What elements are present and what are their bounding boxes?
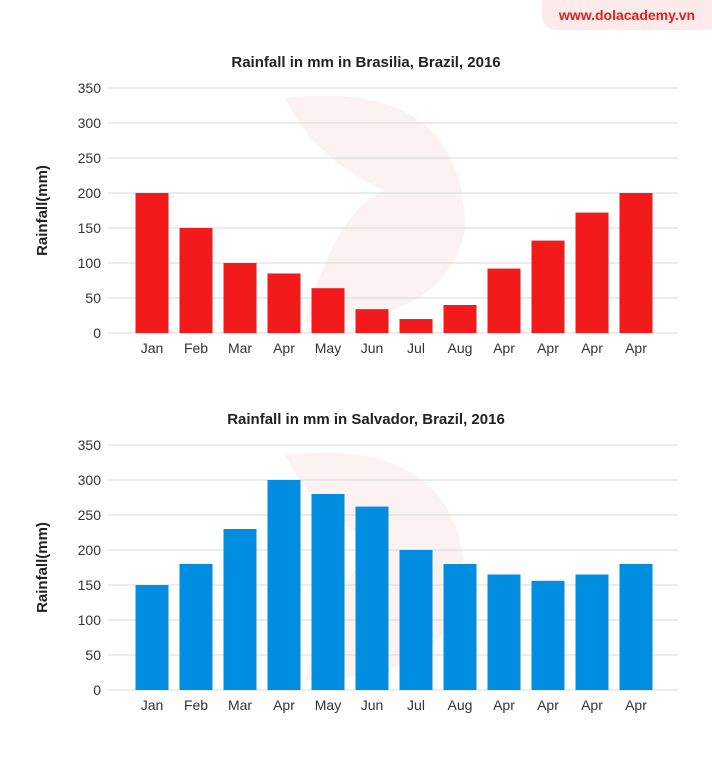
x-tick-label: Feb bbox=[184, 697, 208, 713]
bar-jun bbox=[355, 506, 389, 690]
bar-feb bbox=[179, 228, 213, 333]
y-tick-label: 200 bbox=[78, 542, 102, 558]
bar-apr bbox=[619, 564, 653, 690]
y-tick-label: 0 bbox=[93, 682, 101, 698]
bar-feb bbox=[179, 564, 213, 690]
chart-1: Rainfall in mm in Brasilia, Brazil, 2016… bbox=[34, 54, 678, 356]
x-tick-label: Mar bbox=[228, 340, 252, 356]
x-tick-label: May bbox=[315, 340, 341, 356]
x-tick-label: Apr bbox=[493, 340, 515, 356]
bar-aug bbox=[443, 564, 477, 690]
x-tick-label: Mar bbox=[228, 697, 252, 713]
x-tick-label: Apr bbox=[273, 697, 295, 713]
y-tick-label: 200 bbox=[78, 185, 102, 201]
x-tick-label: Aug bbox=[448, 340, 473, 356]
y-tick-label: 350 bbox=[78, 80, 102, 96]
watermark-logo bbox=[285, 95, 465, 324]
x-tick-label: Aug bbox=[448, 697, 473, 713]
x-tick-label: Apr bbox=[581, 340, 603, 356]
x-tick-label: Jun bbox=[361, 340, 384, 356]
x-tick-label: Feb bbox=[184, 340, 208, 356]
bar-may bbox=[311, 288, 345, 333]
y-tick-label: 300 bbox=[78, 472, 102, 488]
y-axis-label: Rainfall(mm) bbox=[34, 165, 51, 256]
x-tick-label: Apr bbox=[493, 697, 515, 713]
y-tick-label: 150 bbox=[78, 577, 102, 593]
x-tick-label: Jan bbox=[141, 697, 164, 713]
bar-apr bbox=[575, 574, 609, 690]
chart-title: Rainfall in mm in Brasilia, Brazil, 2016 bbox=[231, 54, 500, 71]
bar-apr bbox=[267, 273, 301, 333]
bar-apr bbox=[531, 240, 565, 333]
chart-title: Rainfall in mm in Salvador, Brazil, 2016 bbox=[227, 411, 505, 428]
y-tick-label: 250 bbox=[78, 507, 102, 523]
chart-2: Rainfall in mm in Salvador, Brazil, 2016… bbox=[34, 411, 678, 713]
bar-may bbox=[311, 494, 345, 690]
y-tick-label: 300 bbox=[78, 115, 102, 131]
y-tick-label: 100 bbox=[78, 255, 102, 271]
x-tick-label: Jul bbox=[407, 340, 425, 356]
y-tick-label: 50 bbox=[85, 290, 101, 306]
x-tick-label: Apr bbox=[537, 340, 559, 356]
bar-apr bbox=[575, 212, 609, 333]
x-tick-label: Jan bbox=[141, 340, 164, 356]
y-axis-label: Rainfall(mm) bbox=[34, 522, 51, 613]
bar-jan bbox=[135, 585, 169, 690]
bar-apr bbox=[531, 580, 565, 690]
bar-jul bbox=[399, 550, 433, 690]
x-tick-label: Jul bbox=[407, 697, 425, 713]
bar-jul bbox=[399, 319, 433, 333]
x-tick-label: Apr bbox=[273, 340, 295, 356]
bar-apr bbox=[487, 268, 521, 333]
y-tick-label: 100 bbox=[78, 612, 102, 628]
y-tick-label: 150 bbox=[78, 220, 102, 236]
bar-aug bbox=[443, 305, 477, 333]
bar-jan bbox=[135, 193, 169, 333]
x-tick-label: Apr bbox=[625, 697, 647, 713]
bar-mar bbox=[223, 263, 257, 333]
y-tick-label: 0 bbox=[93, 325, 101, 341]
y-tick-label: 250 bbox=[78, 150, 102, 166]
bar-apr bbox=[619, 193, 653, 333]
x-tick-label: Jun bbox=[361, 697, 384, 713]
x-tick-label: Apr bbox=[625, 340, 647, 356]
bar-apr bbox=[487, 574, 521, 690]
bar-jun bbox=[355, 309, 389, 333]
x-tick-label: Apr bbox=[537, 697, 559, 713]
bar-apr bbox=[267, 480, 301, 690]
x-tick-label: Apr bbox=[581, 697, 603, 713]
y-tick-label: 350 bbox=[78, 437, 102, 453]
bar-mar bbox=[223, 529, 257, 690]
y-tick-label: 50 bbox=[85, 647, 101, 663]
watermark-badge: www.dolacademy.vn bbox=[542, 0, 712, 30]
x-tick-label: May bbox=[315, 697, 341, 713]
